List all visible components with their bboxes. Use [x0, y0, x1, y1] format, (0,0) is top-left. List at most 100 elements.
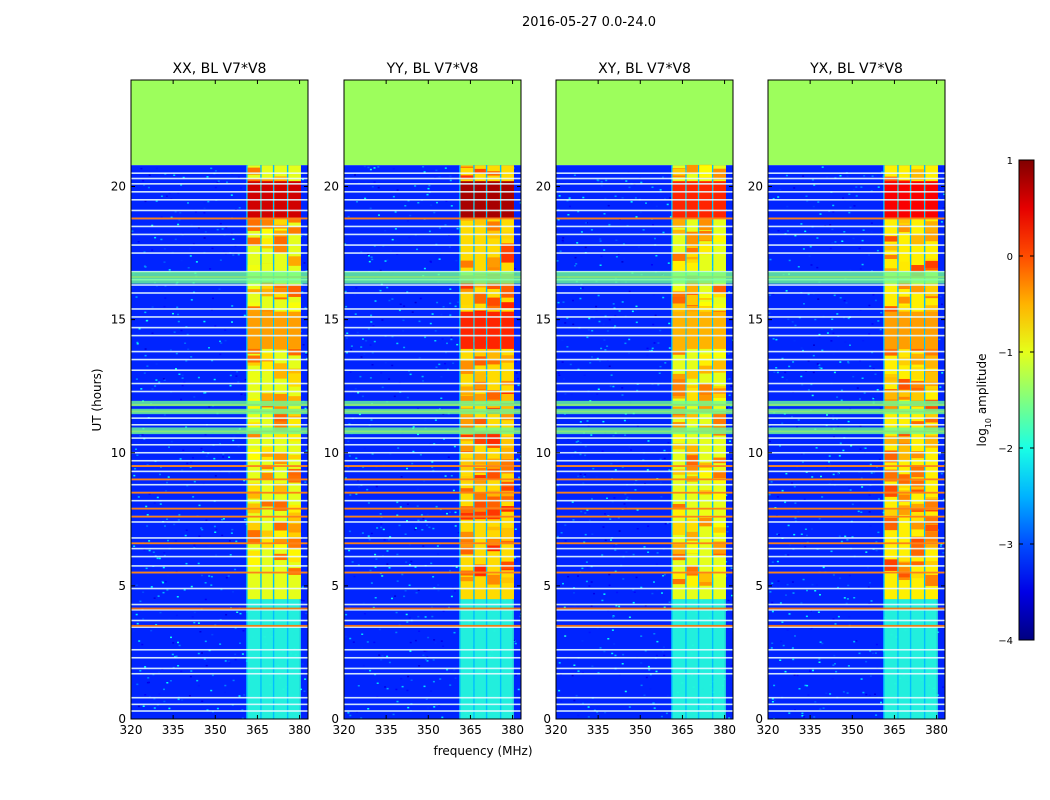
gap-line [768, 648, 945, 651]
rfi-block [699, 165, 712, 178]
gap-line [556, 183, 733, 185]
noise-speckle [410, 560, 413, 563]
noise-speckle [616, 460, 619, 463]
noise-speckle [818, 518, 821, 520]
noise-speckle [624, 506, 627, 509]
noise-speckle [855, 640, 858, 642]
gap-line [556, 244, 733, 246]
noise-speckle [359, 533, 362, 535]
rfi-block [288, 568, 301, 575]
noise-speckle [414, 185, 417, 187]
noise-speckle [166, 481, 168, 484]
rfi-hot-region [911, 311, 924, 349]
noise-speckle [651, 347, 654, 350]
noise-speckle [206, 709, 209, 711]
rfi-block [699, 510, 712, 519]
noise-speckle [600, 347, 603, 350]
gap-line [768, 565, 945, 567]
x-tick-label: 350 [417, 723, 440, 737]
noise-speckle [599, 238, 602, 240]
noise-speckle [156, 496, 159, 499]
noise-speckle [865, 551, 868, 553]
x-tick-label: 350 [841, 723, 864, 737]
y-tick-label: 0 [331, 712, 339, 726]
noise-speckle [635, 216, 638, 218]
rfi-block [925, 371, 938, 385]
y-axis-label: UT (hours) [90, 368, 104, 431]
noise-speckle [416, 488, 419, 491]
noise-speckle [623, 419, 626, 422]
noise-speckle [513, 517, 516, 519]
noise-speckle [367, 254, 370, 256]
rfi-channel [247, 599, 261, 719]
noise-speckle [389, 453, 392, 455]
noise-speckle [193, 621, 196, 624]
noise-speckle [347, 215, 350, 218]
rfi-block [898, 378, 910, 390]
noise-speckle [558, 689, 561, 692]
noise-speckle [622, 578, 625, 580]
noise-speckle [643, 694, 646, 696]
noise-speckle [586, 420, 589, 422]
noise-speckle [589, 362, 592, 364]
gap-line [131, 183, 308, 185]
noise-speckle [772, 338, 775, 340]
noise-speckle [208, 575, 211, 577]
noise-speckle [653, 450, 656, 452]
noise-speckle [613, 497, 616, 499]
rfi-line [131, 542, 308, 545]
noise-speckle [419, 297, 422, 300]
noise-speckle [144, 200, 147, 203]
noise-speckle [815, 584, 818, 586]
noise-speckle [584, 246, 587, 249]
noise-speckle [646, 469, 649, 471]
gap-line [768, 696, 945, 699]
noise-speckle [302, 599, 305, 602]
noise-speckle [604, 513, 606, 515]
noise-speckle [515, 318, 518, 320]
noise-speckle [412, 426, 415, 428]
rfi-block [261, 464, 273, 470]
noise-speckle [802, 349, 804, 352]
noise-speckle [457, 531, 460, 534]
noise-speckle [388, 539, 390, 541]
noise-speckle [232, 439, 235, 442]
noise-speckle [233, 435, 236, 438]
noise-speckle [432, 527, 435, 530]
noise-speckle [176, 306, 179, 309]
gap-line [556, 177, 733, 180]
rfi-block [911, 353, 924, 359]
noise-speckle [825, 692, 828, 694]
noise-speckle [868, 494, 871, 496]
noise-speckle [656, 640, 659, 643]
noise-speckle [437, 589, 440, 592]
noise-speckle [577, 606, 580, 608]
noise-speckle [166, 518, 168, 520]
noise-speckle [811, 476, 814, 478]
noise-speckle [175, 655, 178, 658]
rfi-block [686, 541, 698, 554]
noise-speckle [378, 654, 381, 656]
rfi-block [911, 483, 924, 490]
noise-speckle [809, 669, 811, 671]
noise-speckle [363, 447, 366, 450]
noise-speckle [842, 449, 845, 452]
noise-speckle [384, 686, 387, 688]
rfi-block [274, 176, 287, 186]
noise-speckle [830, 340, 833, 342]
noise-speckle [304, 407, 307, 410]
gap-line [131, 284, 308, 286]
noise-speckle [577, 575, 579, 577]
noise-speckle [590, 434, 593, 436]
noise-speckle [386, 687, 389, 690]
noise-speckle [432, 659, 435, 661]
noise-speckle [579, 453, 582, 456]
noise-speckle [868, 333, 871, 335]
gap-line [768, 244, 945, 246]
noise-speckle [859, 359, 861, 362]
noise-speckle [776, 496, 779, 498]
gap-line [131, 369, 308, 372]
noise-speckle [816, 266, 819, 269]
